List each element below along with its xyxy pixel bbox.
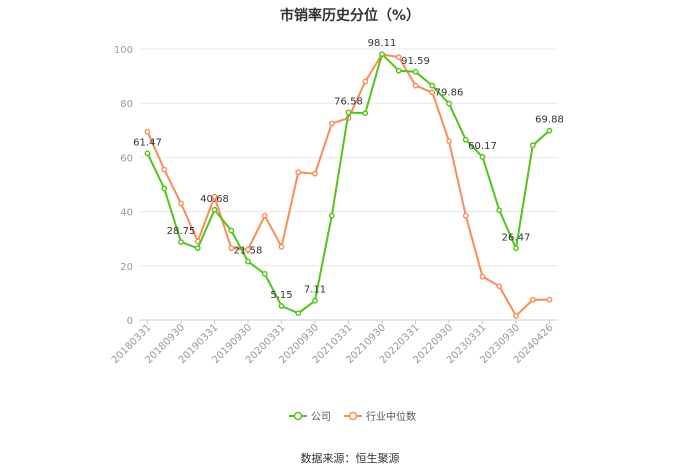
data-point [312,170,318,177]
data-point [211,193,218,200]
data-label: 79.86 [435,88,464,99]
data-point [228,245,235,252]
data-point [211,206,218,213]
data-point [328,120,335,127]
data-label: 61.47 [133,137,162,148]
y-tick-label: 40 [120,208,133,219]
data-point [496,283,503,290]
data-point [278,243,285,250]
data-point [446,138,452,145]
data-point [178,200,184,207]
data-point [429,82,436,89]
data-point [295,310,302,317]
y-tick-label: 80 [120,99,133,110]
data-label: 91.59 [401,56,430,67]
legend-label: 行业中位数 [366,410,416,423]
data-point [312,297,318,304]
data-point [278,303,285,309]
data-label: 40.68 [200,194,229,205]
legend-marker [348,411,358,421]
data-point [529,296,536,303]
y-tick-label: 0 [127,316,133,327]
y-tick-label: 60 [120,153,133,164]
data-point [245,246,251,253]
legend-marker [293,411,303,421]
data-point [261,212,268,219]
data-point [513,313,519,319]
data-labels: 61.47 28.75 40.68 21.58 5.15 7.11 76.58 98.11 91… [133,38,564,301]
data-label: 69.88 [535,115,564,126]
data-point [144,150,151,157]
data-point [546,127,553,134]
data-point [295,169,302,176]
data-point [479,273,486,280]
data-point [261,271,268,277]
data-label: 21.58 [234,246,263,257]
data-point [395,67,402,74]
data-label: 28.75 [167,226,196,237]
data-point [245,258,251,265]
data-point [479,154,486,160]
data-label: 76.58 [334,96,363,107]
data-point [412,68,419,75]
data-point [379,51,385,58]
data-label: 60.17 [468,141,497,152]
data-point [412,82,419,89]
y-tick-label: 20 [120,262,133,273]
series-line-0 [146,53,551,315]
chart-title: 市销率历史分位（%） [280,7,420,24]
series-line-1 [146,53,550,317]
data-point [362,110,369,117]
data-point [529,142,536,149]
y-tick-label: 100 [114,45,133,56]
data-point [345,109,352,116]
legend[interactable]: 公司 行业中位数 [289,410,416,423]
data-point [546,296,553,303]
data-label: 98.11 [368,38,397,49]
data-point [144,128,151,135]
data-point [446,100,452,107]
data-point [328,212,335,219]
data-point [395,54,402,61]
data-point [228,227,235,234]
data-point [429,89,436,96]
data-label: 26.47 [502,232,531,243]
legend-item-0[interactable]: 公司 [289,411,331,423]
data-point [161,185,168,192]
x-axis: 2018033120180930201903312019093020200331… [110,320,556,366]
data-point [194,245,201,252]
data-point [462,212,469,219]
data-label: 7.11 [304,285,326,296]
data-point [161,166,168,173]
data-point [513,245,519,252]
data-point [362,78,369,85]
data-label: 5.15 [270,290,292,301]
legend-label: 公司 [311,412,331,423]
data-point [462,136,469,143]
series-layer [144,51,553,319]
data-point [178,239,184,245]
legend-item-1[interactable]: 行业中位数 [344,410,416,423]
data-point [496,207,503,214]
grid: 0 20 40 60 80 100 [114,45,558,327]
source-note: 数据来源：恒生聚源 [301,451,400,465]
